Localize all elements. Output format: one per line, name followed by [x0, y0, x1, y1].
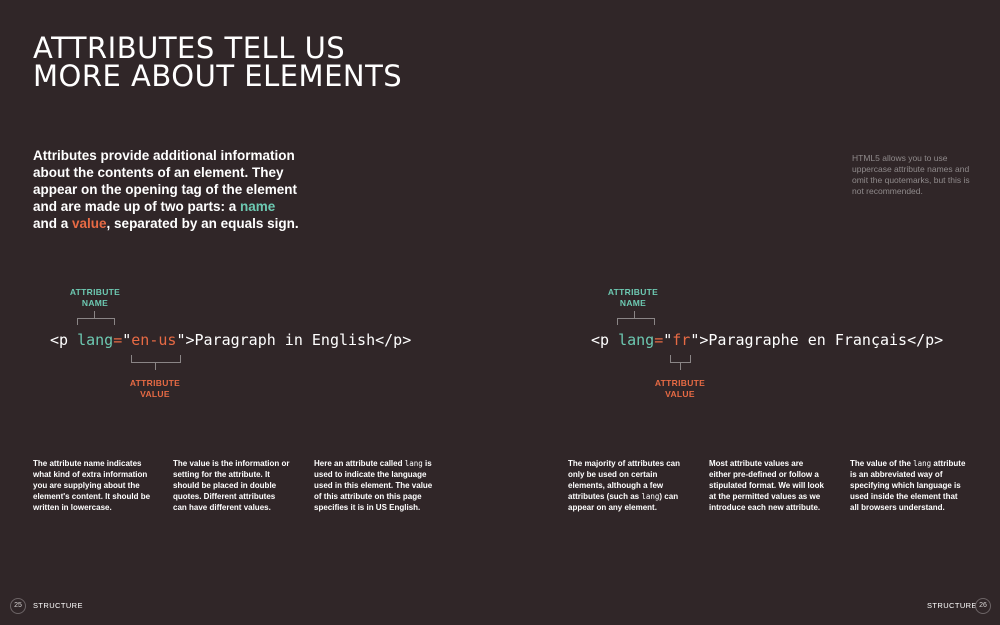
attribute-value-label-line2: VALUE [140, 389, 170, 399]
attribute-name-label: ATTRIBUTE NAME [60, 287, 130, 309]
intro-text-1: Attributes provide additional informatio… [33, 148, 298, 214]
page-number-right: 26 [975, 598, 991, 614]
caption-text: The [173, 459, 190, 468]
page-number-left: 25 [10, 598, 26, 614]
attribute-name-label-line2: NAME [81, 298, 109, 308]
code-equals: = [654, 331, 664, 349]
name-bracket [617, 318, 655, 325]
code-quote-close: " [690, 331, 700, 349]
code-open: <p [50, 331, 78, 349]
attribute-value-label: ATTRIBUTE VALUE [645, 378, 715, 400]
name-bracket-stem [94, 311, 95, 318]
title-line-2: MORE ABOUT ELEMENTS [33, 59, 403, 93]
caption-text: The attribute [33, 459, 84, 468]
attribute-value-label-line1: ATTRIBUTE [129, 378, 181, 388]
code-equals: = [113, 331, 123, 349]
intro-text-2: and a [33, 216, 73, 231]
value-bracket-stem [155, 363, 156, 370]
caption-text: ) can appear on any element. [568, 492, 679, 512]
attribute-value-label-line1: ATTRIBUTE [654, 378, 706, 388]
caption-lang-value: The value of the lang attribute is an ab… [850, 458, 968, 513]
caption-text: The value of the [850, 459, 914, 468]
code-sample-french: <p lang="fr">Paragraphe en Français</p> [591, 331, 943, 349]
attribute-value-label-line2: VALUE [665, 389, 695, 399]
code-quote-open: " [663, 331, 673, 349]
attribute-value-label: ATTRIBUTE VALUE [120, 378, 190, 400]
caption-text: attribute is an abbreviated way of speci… [850, 459, 966, 512]
code-rest: >Paragraph in English</p> [185, 331, 412, 349]
name-bracket-stem [634, 311, 635, 318]
code-attr-name: lang [618, 331, 655, 349]
code-sample-english: <p lang="en-us">Paragraph in English</p> [50, 331, 411, 349]
code-open: <p [591, 331, 619, 349]
code-attr-value: fr [672, 331, 691, 349]
caption-text: is the information or setting for the at… [173, 459, 290, 512]
code-attr-name: lang [77, 331, 114, 349]
caption-text: is used to indicate the language used in… [314, 459, 433, 512]
caption-text: The majority of attributes can only be u… [568, 459, 681, 501]
caption-attribute-scope: The majority of attributes can only be u… [568, 458, 686, 513]
code-attr-value: en-us [131, 331, 177, 349]
caption-code: lang [641, 492, 660, 501]
caption-text: Here an attribute called [314, 459, 405, 468]
intro-text-3: , separated by an equals sign. [106, 216, 299, 231]
caption-code: lang [913, 459, 932, 468]
caption-text: Most attribute values are either pre-def… [709, 459, 824, 512]
intro-value-word: value [72, 216, 107, 231]
caption-term: name [83, 459, 105, 468]
name-bracket [77, 318, 115, 325]
code-rest: >Paragraphe en Français</p> [699, 331, 944, 349]
attribute-name-label-line1: ATTRIBUTE [607, 287, 659, 297]
caption-text: indicates what kind of extra information… [33, 459, 151, 512]
value-bracket [131, 355, 181, 363]
attribute-name-label-line1: ATTRIBUTE [69, 287, 121, 297]
intro-paragraph: Attributes provide additional informatio… [33, 147, 303, 232]
caption-lang-example: Here an attribute called lang is used to… [314, 458, 434, 513]
caption-value-format: Most attribute values are either pre-def… [709, 458, 827, 513]
section-label-left: STRUCTURE [33, 601, 83, 610]
intro-name-word: name [240, 199, 276, 214]
caption-code: lang [404, 459, 423, 468]
code-quote-close: " [176, 331, 186, 349]
title-line-1: ATTRIBUTES TELL US [33, 31, 346, 65]
value-bracket-stem [680, 363, 681, 370]
code-quote-open: " [122, 331, 132, 349]
attribute-name-label: ATTRIBUTE NAME [598, 287, 668, 309]
value-bracket [670, 355, 691, 363]
caption-attribute-value: The value is the information or setting … [173, 458, 291, 513]
sidebar-note: HTML5 allows you to use uppercase attrib… [852, 153, 970, 196]
section-label-right: STRUCTURE [927, 601, 977, 610]
caption-term: value [189, 459, 210, 468]
caption-attribute-name: The attribute name indicates what kind o… [33, 458, 151, 513]
page-title: ATTRIBUTES TELL US MORE ABOUT ELEMENTS [33, 31, 403, 93]
attribute-name-label-line2: NAME [619, 298, 647, 308]
